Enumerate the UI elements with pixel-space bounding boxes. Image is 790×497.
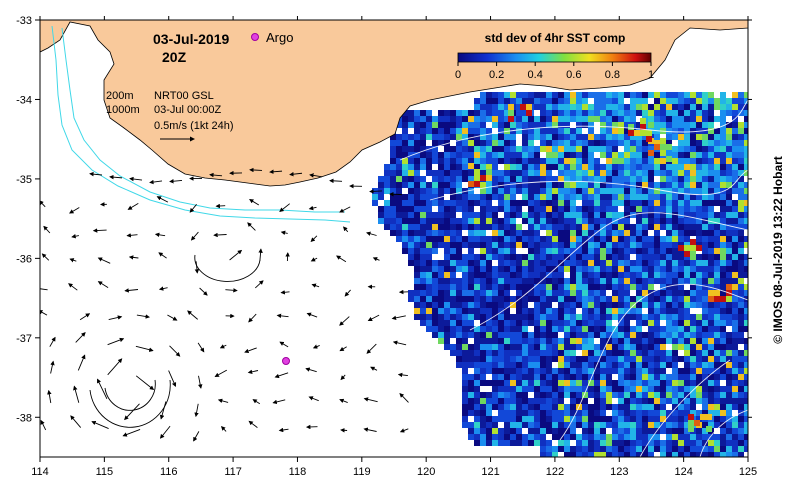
- argo-float-marker: [283, 358, 290, 365]
- x-tick-label: 123: [610, 466, 628, 478]
- colorbar-tick-label: 0.6: [566, 69, 581, 81]
- x-tick-label: 114: [31, 466, 49, 478]
- x-tick-label: 125: [739, 466, 757, 478]
- isobath-200m-label: 200m: [106, 90, 134, 102]
- y-tick-label: -33: [16, 15, 32, 27]
- x-tick-label: 121: [481, 466, 499, 478]
- y-tick-label: -34: [16, 94, 32, 106]
- x-tick-label: 115: [96, 466, 114, 478]
- x-tick-label: 117: [224, 466, 242, 478]
- argo-legend-icon: [252, 34, 259, 41]
- vector-scale-label: 0.5m/s (1kt 24h): [154, 120, 233, 132]
- colorbar-tick-label: 1: [648, 69, 654, 81]
- colorbar-tick-label: 0: [455, 69, 461, 81]
- y-tick-label: -35: [16, 174, 32, 186]
- colorbar-tick-label: 0.8: [605, 69, 620, 81]
- argo-legend-label: Argo: [266, 30, 293, 45]
- colorbar-title: std dev of 4hr SST comp: [485, 31, 626, 45]
- x-tick-label: 124: [674, 466, 692, 478]
- credit-text: © IMOS 08-Jul-2019 13:22 Hobart: [771, 156, 785, 344]
- map-date: 03-Jul-2019: [153, 31, 229, 47]
- x-tick-label: 118: [289, 466, 307, 478]
- y-tick-label: -37: [16, 333, 32, 345]
- isobath-1000m-label: 1000m: [106, 104, 140, 116]
- product-time-label: 03-Jul 00:00Z: [154, 104, 222, 116]
- colorbar-tick-label: 0.2: [489, 69, 504, 81]
- product-label: NRT00 GSL: [154, 90, 214, 102]
- x-tick-label: 119: [353, 466, 371, 478]
- x-tick-label: 122: [546, 466, 564, 478]
- colorbar-tick-label: 0.4: [528, 69, 543, 81]
- colorbar-gradient: [458, 53, 651, 62]
- x-tick-label: 116: [160, 466, 178, 478]
- y-tick-label: -38: [16, 412, 32, 424]
- x-tick-label: 120: [417, 466, 435, 478]
- map-time: 20Z: [162, 49, 187, 65]
- y-tick-label: -36: [16, 253, 32, 265]
